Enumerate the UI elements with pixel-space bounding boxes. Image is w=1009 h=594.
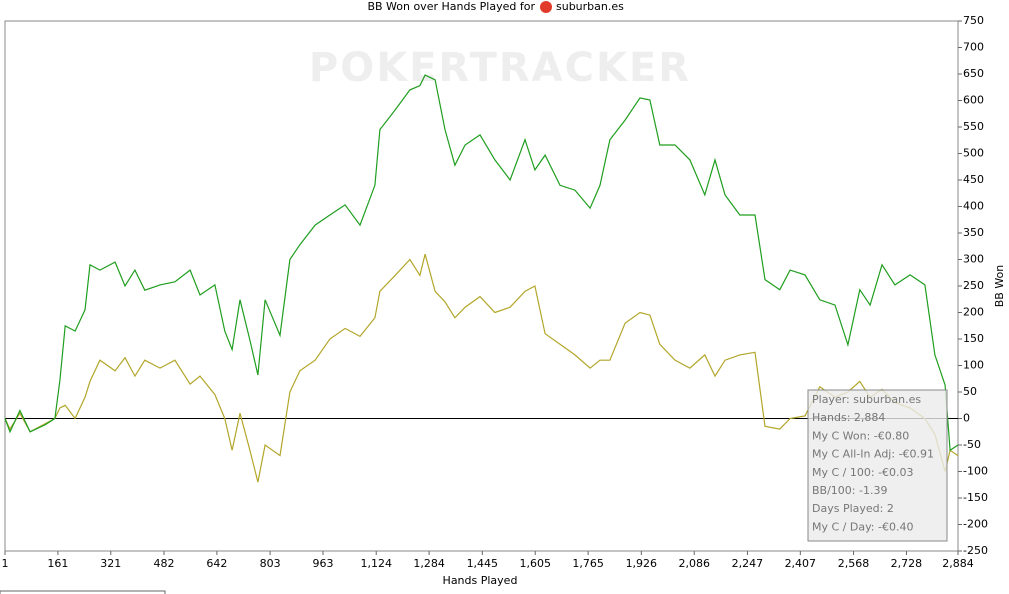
chart-title: BB Won over Hands Played for	[367, 0, 535, 13]
info-line: Player: suburban.es	[812, 393, 921, 406]
info-line: My C Won: -€0.80	[812, 429, 909, 442]
info-line: My C / 100: -€0.03	[812, 466, 914, 479]
series-line	[4, 74, 959, 452]
x-tick-label: 803	[260, 557, 281, 570]
y-tick-label: 500	[963, 147, 984, 160]
x-tick-label: 1,445	[467, 557, 499, 570]
x-tick-label: 1	[2, 557, 9, 570]
y-tick-label: 300	[963, 253, 984, 266]
x-tick-label: 1,124	[360, 557, 392, 570]
y-tick-label: 700	[963, 41, 984, 54]
y-tick-label: 450	[963, 173, 984, 186]
info-box: Player: suburban.es Hands: 2,884 My C Won:…	[807, 389, 948, 542]
x-tick-label: 963	[312, 557, 333, 570]
y-tick-label: -250	[963, 544, 988, 557]
x-tick-label: 2,728	[891, 557, 923, 570]
info-line: My C All-In Adj: -€0.91	[812, 448, 934, 461]
info-line: BB/100: -1.39	[812, 484, 887, 497]
y-tick-label: -200	[963, 518, 988, 531]
x-tick-label: 2,568	[838, 557, 870, 570]
y-tick-label: 150	[963, 332, 984, 345]
x-tick-label: 642	[206, 557, 227, 570]
x-tick-label: 1,284	[413, 557, 445, 570]
y-tick-label: 600	[963, 94, 984, 107]
x-tick-label: 2,086	[678, 557, 710, 570]
info-line: Days Played: 2	[812, 502, 894, 515]
y-tick-label: 250	[963, 279, 984, 292]
y-tick-label: 50	[963, 385, 977, 398]
info-line: My C / Day: -€0.40	[812, 520, 913, 533]
chart-title-player: suburban.es	[556, 0, 624, 13]
x-tick-label: 2,884	[942, 557, 974, 570]
y-tick-label: 200	[963, 306, 984, 319]
y-tick-label: -100	[963, 465, 988, 478]
y-tick-label: -50	[963, 438, 981, 451]
y-tick-label: 650	[963, 67, 984, 80]
y-tick-label: 100	[963, 359, 984, 372]
x-tick-label: 161	[47, 557, 68, 570]
player-icon	[540, 1, 552, 13]
x-axis-label: Hands Played	[443, 574, 518, 587]
y-tick-label: 350	[963, 226, 984, 239]
x-tick-label: 1,605	[519, 557, 551, 570]
watermark: POKERTRACKER	[309, 45, 691, 91]
y-axis-label: BB Won	[993, 265, 1006, 308]
plot-area	[4, 20, 959, 552]
x-tick-label: 2,247	[732, 557, 764, 570]
y-tick-label: 750	[963, 14, 984, 27]
series-line	[4, 254, 959, 483]
y-tick-label: 400	[963, 200, 984, 213]
x-tick-label: 2,407	[785, 557, 817, 570]
x-tick-label: 1,926	[626, 557, 658, 570]
y-tick-label: -150	[963, 491, 988, 504]
info-line: Hands: 2,884	[812, 411, 885, 424]
x-tick-label: 1,765	[572, 557, 604, 570]
x-tick-label: 482	[153, 557, 174, 570]
y-tick-label: 0	[963, 412, 970, 425]
info-box-bg	[807, 389, 948, 542]
x-tick-label: 321	[100, 557, 121, 570]
y-tick-label: 550	[963, 120, 984, 133]
scrollbar-box	[0, 590, 166, 594]
